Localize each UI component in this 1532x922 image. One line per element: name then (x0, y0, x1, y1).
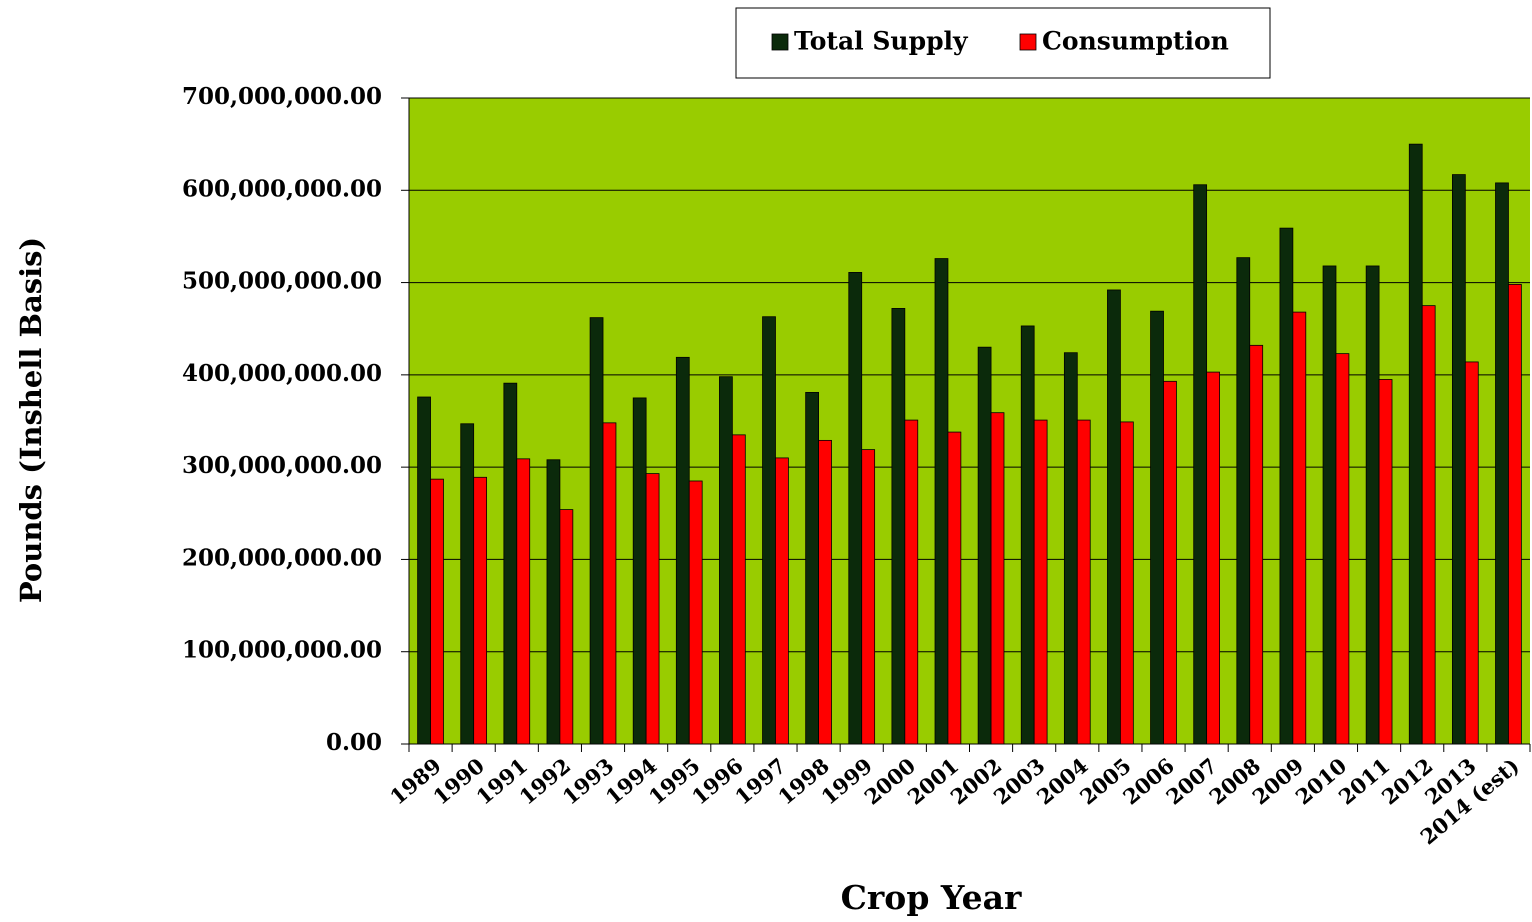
y-tick-label: 300,000,000.00 (182, 452, 382, 479)
bar (1322, 265, 1337, 745)
bar (1033, 419, 1048, 745)
bar (1378, 379, 1393, 745)
bar (632, 397, 647, 745)
bar (818, 439, 832, 745)
bar (731, 434, 746, 745)
bar (1464, 361, 1479, 745)
bar (934, 258, 949, 745)
legend-box (735, 7, 1271, 79)
bar (775, 457, 789, 745)
bar (1076, 419, 1091, 745)
bar (762, 316, 776, 745)
bar (589, 317, 604, 745)
bar (473, 476, 488, 745)
bar (1408, 143, 1423, 745)
bar (1120, 421, 1134, 745)
bar (805, 391, 819, 745)
bar (1279, 227, 1294, 745)
legend-label: Consumption (1042, 27, 1229, 56)
bar (546, 459, 561, 745)
bar (1508, 284, 1522, 745)
bar (977, 346, 992, 745)
bar (417, 396, 431, 745)
bar (602, 422, 617, 745)
bar (559, 509, 574, 745)
y-tick-label: 500,000,000.00 (182, 268, 382, 295)
bar (1163, 380, 1177, 745)
legend-label: Total Supply (794, 27, 969, 56)
y-tick-label: 700,000,000.00 (182, 83, 382, 110)
bar (891, 308, 906, 745)
bar (430, 478, 444, 745)
legend-swatch (771, 33, 789, 51)
bar (947, 431, 962, 745)
y-tick-label: 0.00 (326, 729, 382, 756)
bar (645, 473, 660, 745)
bar (848, 272, 863, 745)
bar (1495, 182, 1509, 745)
y-tick-label: 600,000,000.00 (182, 175, 382, 202)
x-axis-title: Crop Year (841, 878, 1022, 917)
legend-swatch (1019, 33, 1037, 51)
bar (1236, 257, 1251, 745)
bar (1107, 289, 1121, 745)
bar (516, 458, 531, 745)
bar (1335, 353, 1350, 745)
y-axis-title: Pounds (Inshell Basis) (14, 237, 48, 603)
bar (1063, 352, 1078, 745)
bar (1292, 311, 1307, 745)
bar (1193, 184, 1208, 745)
bar (904, 419, 919, 745)
bar (1150, 310, 1164, 745)
bar (1365, 265, 1380, 745)
bar (675, 356, 690, 745)
bar (503, 382, 518, 745)
bar (719, 376, 733, 745)
bar (1206, 371, 1220, 745)
bar (861, 449, 876, 745)
bar (1249, 344, 1264, 745)
y-tick-label: 100,000,000.00 (182, 637, 382, 664)
bar (990, 412, 1005, 745)
y-tick-label: 200,000,000.00 (182, 544, 382, 571)
bar (1451, 174, 1466, 745)
bar (460, 423, 475, 745)
bar (1020, 325, 1035, 745)
bar (688, 480, 703, 745)
plot-area (409, 98, 1530, 744)
bar (1421, 305, 1436, 745)
y-tick-label: 400,000,000.00 (182, 360, 382, 387)
